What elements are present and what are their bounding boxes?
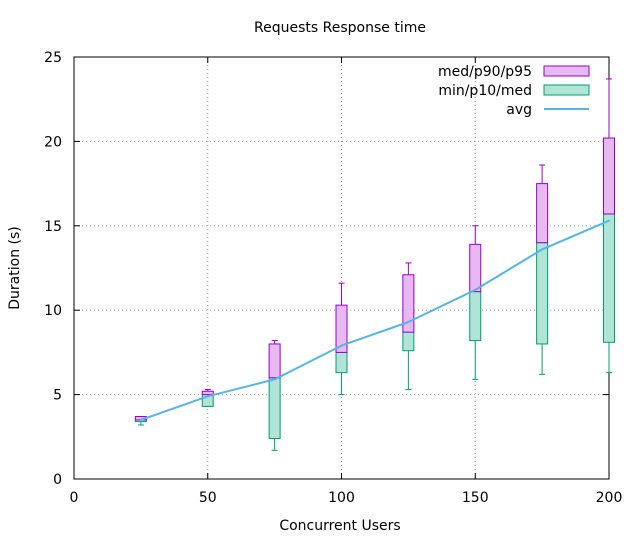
avg-point — [608, 219, 610, 222]
lower-box — [268, 377, 281, 439]
avg-point — [206, 395, 209, 398]
legend-swatch-upper — [543, 65, 590, 77]
upper-box — [536, 183, 549, 244]
y-tick-label: 20 — [44, 134, 62, 150]
upper-box — [603, 137, 615, 215]
x-tick-label: 50 — [199, 490, 217, 506]
x-tick-label: 0 — [70, 490, 79, 506]
legend: med/p90/p95 min/p10/med avg — [438, 64, 590, 118]
avg-point — [474, 289, 477, 291]
upper-box — [335, 304, 348, 353]
chart-title: Requests Response time — [254, 20, 426, 36]
lower-box — [402, 331, 415, 352]
y-tick-label: 0 — [53, 472, 62, 488]
x-axis-label: Concurrent Users — [279, 518, 400, 534]
x-tick-label: 150 — [462, 490, 489, 506]
y-tick-label: 15 — [44, 219, 62, 235]
axes: 0 50 100 150 200 0 5 10 15 20 25 — [44, 50, 622, 506]
x-tick-label: 200 — [596, 490, 623, 506]
y-tick-label: 25 — [44, 50, 62, 66]
y-axis-label: Duration (s) — [7, 226, 23, 309]
lower-box — [469, 291, 482, 342]
avg-series — [139, 219, 610, 421]
avg-point — [340, 344, 343, 347]
lower-box — [603, 213, 615, 343]
legend-label: med/p90/p95 — [438, 64, 532, 80]
lower-box — [335, 351, 348, 374]
lower-box — [536, 242, 549, 345]
upper-box — [402, 274, 415, 333]
upper-box — [469, 243, 482, 293]
legend-label: avg — [506, 102, 532, 118]
y-tick-label: 5 — [53, 388, 62, 404]
legend-swatch-lower — [543, 84, 590, 96]
boxes — [134, 78, 615, 451]
upper-box — [268, 343, 281, 379]
y-tick-label: 10 — [44, 303, 62, 319]
avg-point — [541, 248, 544, 251]
avg-point — [273, 378, 276, 381]
x-tick-label: 100 — [328, 490, 355, 506]
avg-point — [139, 419, 142, 421]
legend-label: min/p10/med — [438, 83, 532, 99]
avg-line — [140, 219, 610, 421]
upper-box — [201, 390, 214, 396]
avg-point — [407, 321, 410, 323]
